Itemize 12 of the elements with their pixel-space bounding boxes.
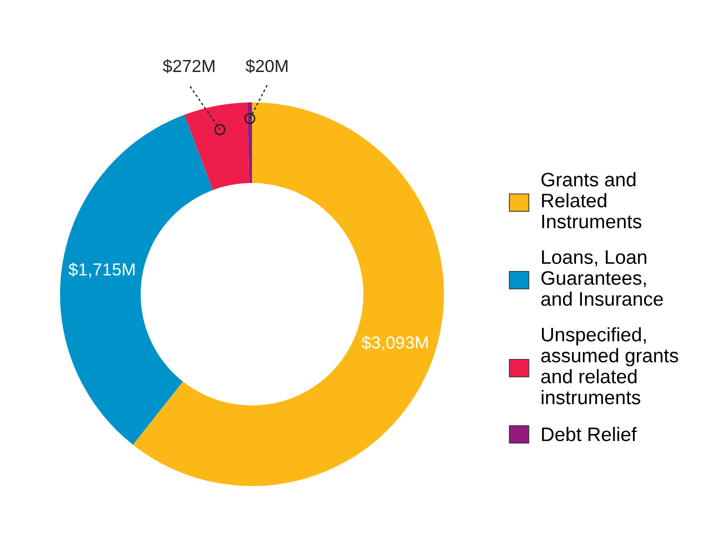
- legend-label: Grants and Related Instruments: [541, 172, 642, 228]
- donut-slice: [132, 102, 444, 486]
- data-label: $20M: [246, 59, 288, 74]
- data-label: $272M: [162, 59, 214, 74]
- data-label: $1,715M: [68, 262, 135, 278]
- donut-slice: [184, 102, 250, 190]
- donut-slice: [60, 114, 213, 445]
- legend-label: Loans, Loan Guarantees, and Insurance: [541, 250, 663, 306]
- legend-label: Unspecified, assumed grants and related instruments: [541, 327, 678, 404]
- legend-label: Debt Relief: [542, 426, 637, 442]
- data-label: $3,093M: [362, 336, 428, 351]
- donut-slice: [247, 102, 252, 184]
